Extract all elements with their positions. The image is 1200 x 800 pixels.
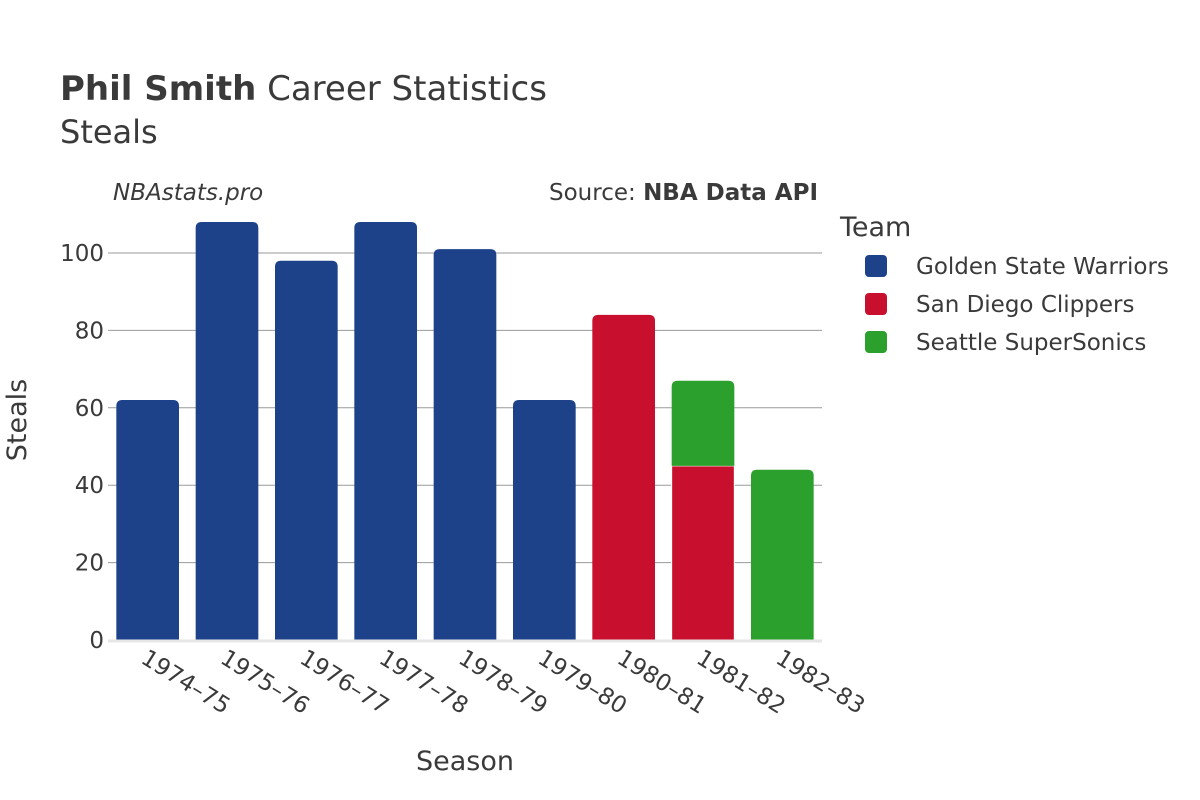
bar-golden-state-warriors-1975–76[interactable] — [195, 222, 259, 641]
x-tick-label: 1975–76 — [216, 645, 314, 720]
source-name: NBA Data API — [643, 180, 818, 206]
y-axis-title: Steals — [2, 379, 33, 461]
source-credit: Source: NBA Data API — [549, 180, 818, 206]
chart-subtitle: Steals — [60, 113, 158, 151]
legend-label[interactable]: Golden State Warriors — [916, 254, 1169, 280]
x-tick-label: 1979–80 — [533, 645, 631, 720]
bar-seattle-supersonics-1982–83[interactable] — [750, 469, 814, 640]
x-tick-label: 1976–77 — [295, 645, 393, 720]
bar-golden-state-warriors-1978–79[interactable] — [433, 249, 497, 640]
bar-golden-state-warriors-1976–77[interactable] — [274, 260, 338, 640]
bar-golden-state-warriors-1979–80[interactable] — [512, 400, 576, 640]
bars — [116, 222, 814, 641]
y-tick-label: 0 — [89, 628, 104, 654]
y-tick-label: 40 — [75, 473, 104, 499]
y-tick-label: 100 — [60, 241, 104, 267]
watermark: NBAstats.pro — [113, 180, 263, 206]
x-tick-label: 1974–75 — [136, 645, 234, 720]
chart-title: Phil Smith Career Statistics — [60, 69, 547, 109]
bar-san-diego-clippers-1981–82[interactable] — [671, 465, 735, 641]
bar-golden-state-warriors-1977–78[interactable] — [354, 222, 418, 641]
y-tick-label: 20 — [75, 551, 104, 577]
x-tick-label: 1982–83 — [771, 645, 869, 720]
bar-seattle-supersonics-1981–82[interactable] — [671, 380, 735, 466]
x-tick-label: 1978–79 — [454, 645, 552, 720]
legend-swatch[interactable] — [865, 293, 887, 315]
chart-title-rest: Career Statistics — [256, 69, 547, 109]
x-axis-title: Season — [416, 746, 514, 777]
x-tick-label: 1977–78 — [374, 645, 472, 720]
legend-label[interactable]: Seattle SuperSonics — [916, 330, 1146, 356]
y-axis-ticks: 0 20 40 60 80 100 — [60, 241, 104, 654]
bar-golden-state-warriors-1974–75[interactable] — [116, 400, 180, 640]
source-prefix: Source: — [549, 180, 643, 206]
y-tick-label: 60 — [75, 396, 104, 422]
x-tick-label: 1980–81 — [612, 645, 710, 720]
x-tick-label: 1981–82 — [692, 645, 790, 720]
y-tick-label: 80 — [75, 318, 104, 344]
x-axis-ticks: 1974–751975–761976–771977–781978–791979–… — [136, 645, 869, 720]
legend-swatch[interactable] — [865, 331, 887, 353]
legend-swatch[interactable] — [865, 255, 887, 277]
legend: Team Golden State Warriors San Diego Clip… — [839, 212, 1169, 356]
chart-title-player: Phil Smith — [60, 69, 256, 109]
legend-title: Team — [839, 212, 911, 243]
bar-san-diego-clippers-1980–81[interactable] — [592, 314, 656, 640]
legend-label[interactable]: San Diego Clippers — [916, 292, 1134, 318]
